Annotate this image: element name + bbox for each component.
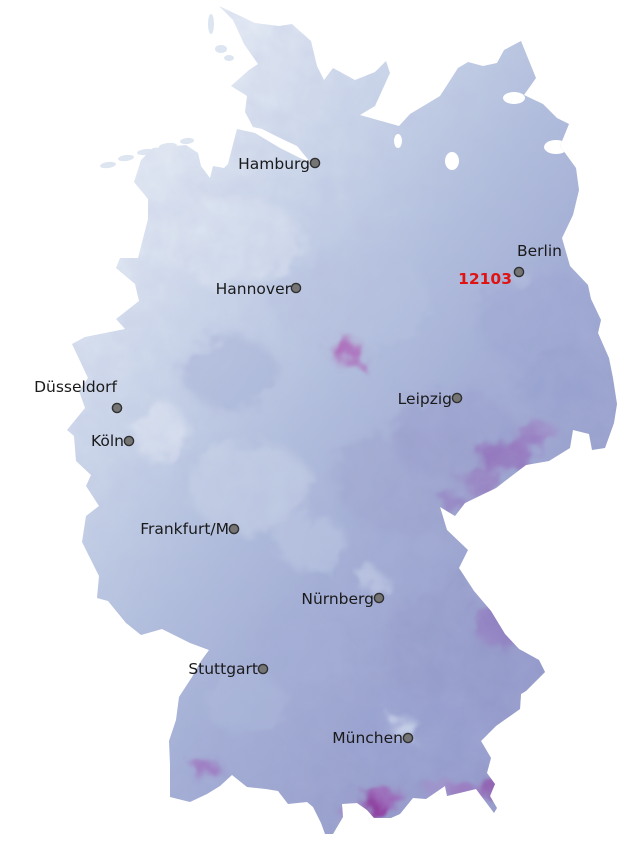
city-labels: Hamburg Berlin Hannover Düsseldorf Köln … (34, 155, 562, 747)
coastal-islands (100, 14, 234, 169)
city-marker-hannover (290, 282, 302, 294)
city-marker-muenchen (402, 732, 414, 744)
city-marker-leipzig (451, 392, 463, 404)
lakes (394, 92, 568, 170)
city-label-berlin: Berlin (517, 242, 562, 260)
city-markers (111, 157, 525, 744)
city-label-stuttgart: Stuttgart (188, 660, 258, 678)
city-marker-berlin (513, 266, 525, 278)
city-marker-duesseldorf (111, 402, 123, 414)
city-label-leipzig: Leipzig (398, 390, 452, 408)
highlighted-postal-code: 12103 (458, 270, 512, 288)
city-label-frankfurt: Frankfurt/M (140, 520, 229, 538)
city-marker-nuernberg (373, 592, 385, 604)
city-label-duesseldorf: Düsseldorf (34, 378, 117, 396)
city-marker-stuttgart (257, 663, 269, 675)
city-label-muenchen: München (332, 729, 403, 747)
city-label-hamburg: Hamburg (238, 155, 310, 173)
city-marker-koeln (123, 435, 135, 447)
city-label-hannover: Hannover (216, 280, 292, 298)
city-label-koeln: Köln (91, 432, 124, 450)
city-marker-frankfurt (228, 523, 240, 535)
city-label-nuernberg: Nürnberg (301, 590, 374, 608)
city-marker-hamburg (309, 157, 321, 169)
